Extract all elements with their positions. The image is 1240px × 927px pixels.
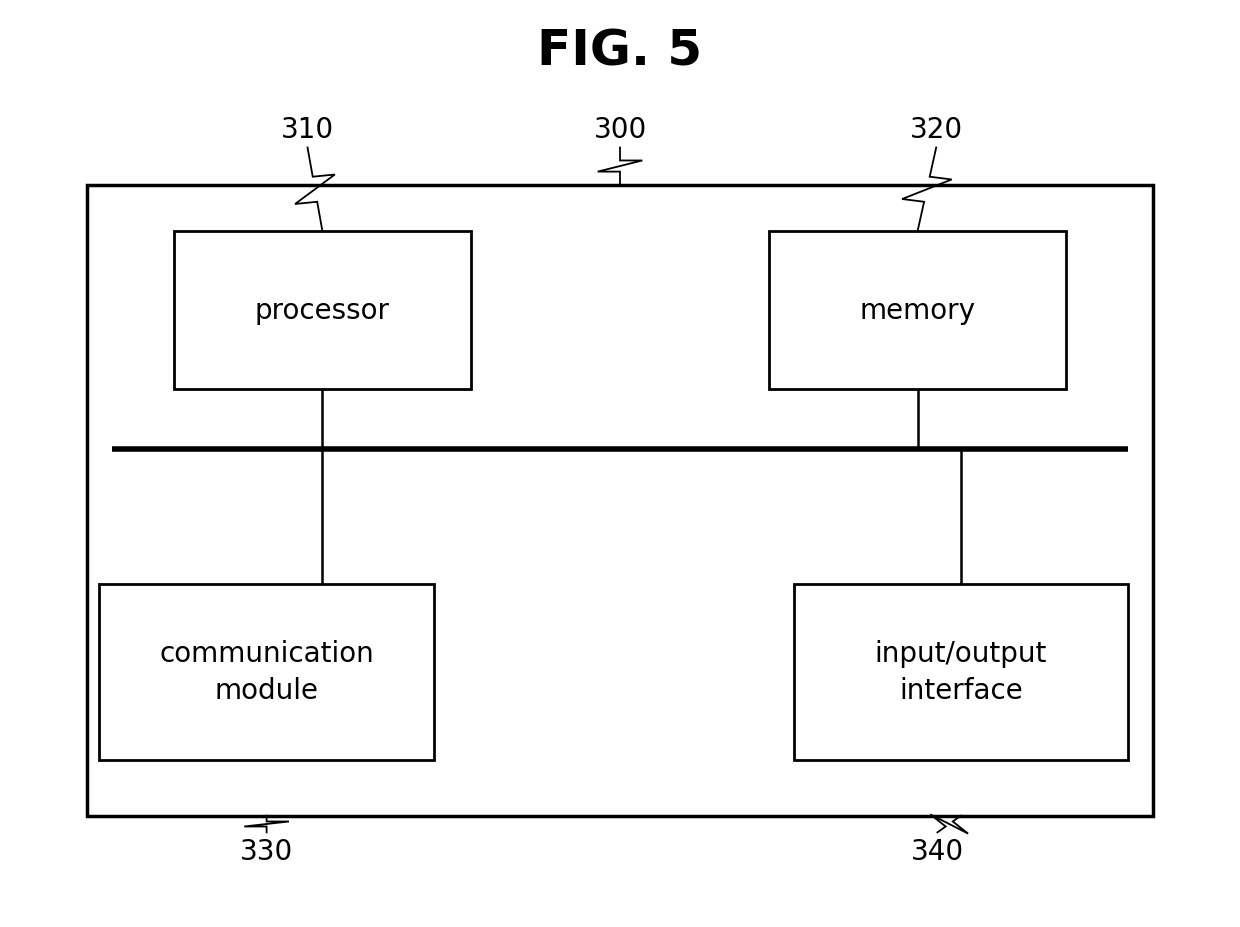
Text: processor: processor xyxy=(255,297,389,324)
Bar xyxy=(99,584,434,760)
Bar xyxy=(87,185,1153,816)
Text: communication
module: communication module xyxy=(159,640,374,705)
Text: 330: 330 xyxy=(241,837,293,865)
Text: 310: 310 xyxy=(281,116,334,144)
Bar xyxy=(174,232,471,389)
Text: 320: 320 xyxy=(910,116,962,144)
Bar xyxy=(794,584,1128,760)
Text: input/output
interface: input/output interface xyxy=(874,640,1048,705)
Text: 300: 300 xyxy=(594,116,646,144)
Bar xyxy=(769,232,1066,389)
Text: memory: memory xyxy=(859,297,976,324)
Text: FIG. 5: FIG. 5 xyxy=(537,27,703,75)
Text: 340: 340 xyxy=(911,837,963,865)
